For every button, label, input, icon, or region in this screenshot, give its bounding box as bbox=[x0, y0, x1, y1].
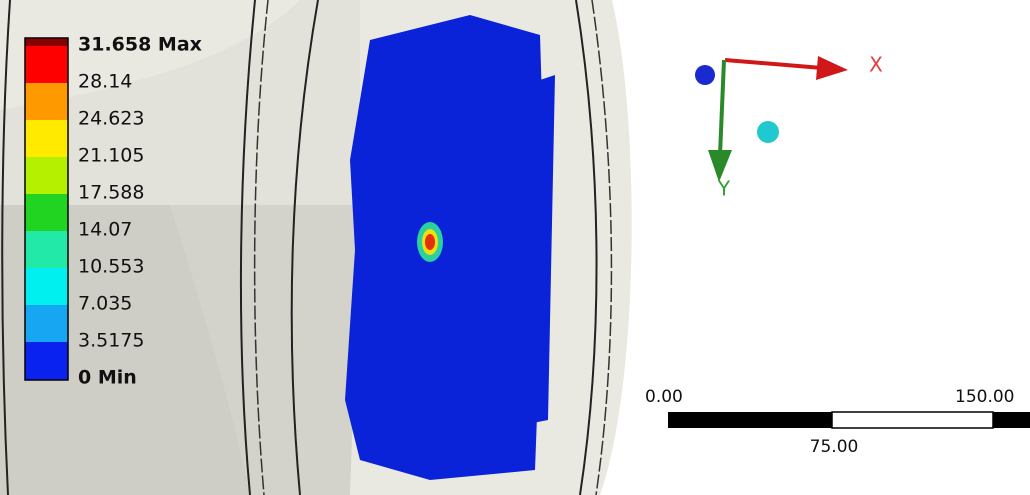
legend-label: 10.553 bbox=[78, 256, 144, 278]
legend-label: 17.588 bbox=[78, 182, 144, 204]
legend-label: 21.105 bbox=[78, 145, 144, 167]
legend-label: 7.035 bbox=[78, 293, 132, 315]
legend-label: 0 Min bbox=[78, 367, 137, 389]
viewport: 31.658 Max 28.14 24.623 21.105 17.588 14.07 10… bbox=[0, 0, 1030, 495]
x-axis-label: X bbox=[869, 53, 883, 77]
legend-label: 3.5175 bbox=[78, 330, 144, 352]
legend-label: 31.658 Max bbox=[78, 34, 202, 56]
scale-end: 150.00 bbox=[955, 387, 1014, 407]
legend-label: 28.14 bbox=[78, 71, 132, 93]
legend-bar bbox=[25, 38, 68, 380]
scale-start: 0.00 bbox=[645, 387, 683, 407]
legend-label: 14.07 bbox=[78, 219, 132, 241]
scale-middle: 75.00 bbox=[810, 437, 859, 457]
y-axis-label: Y bbox=[717, 177, 731, 201]
legend-label: 24.623 bbox=[78, 108, 144, 130]
